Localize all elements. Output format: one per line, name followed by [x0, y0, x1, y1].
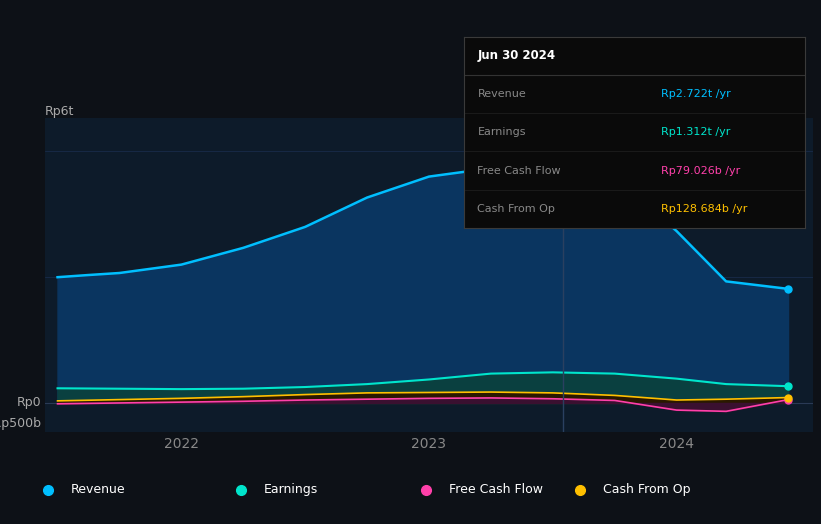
- Text: Rp128.684b /yr: Rp128.684b /yr: [662, 204, 748, 214]
- Text: Rp0: Rp0: [16, 397, 41, 409]
- Text: Revenue: Revenue: [71, 484, 126, 496]
- Text: Earnings: Earnings: [478, 127, 526, 137]
- Text: Rp6t: Rp6t: [45, 105, 75, 118]
- Text: Jun 30 2024: Jun 30 2024: [478, 49, 556, 62]
- Text: -Rp500b: -Rp500b: [0, 418, 41, 430]
- Text: Past: Past: [775, 127, 801, 140]
- Text: Rp79.026b /yr: Rp79.026b /yr: [662, 166, 741, 176]
- Text: Free Cash Flow: Free Cash Flow: [478, 166, 561, 176]
- Text: Revenue: Revenue: [478, 89, 526, 99]
- Text: Free Cash Flow: Free Cash Flow: [449, 484, 543, 496]
- Text: Rp2.722t /yr: Rp2.722t /yr: [662, 89, 732, 99]
- Text: Earnings: Earnings: [264, 484, 318, 496]
- Text: Cash From Op: Cash From Op: [603, 484, 691, 496]
- Text: Rp1.312t /yr: Rp1.312t /yr: [662, 127, 731, 137]
- Text: Cash From Op: Cash From Op: [478, 204, 555, 214]
